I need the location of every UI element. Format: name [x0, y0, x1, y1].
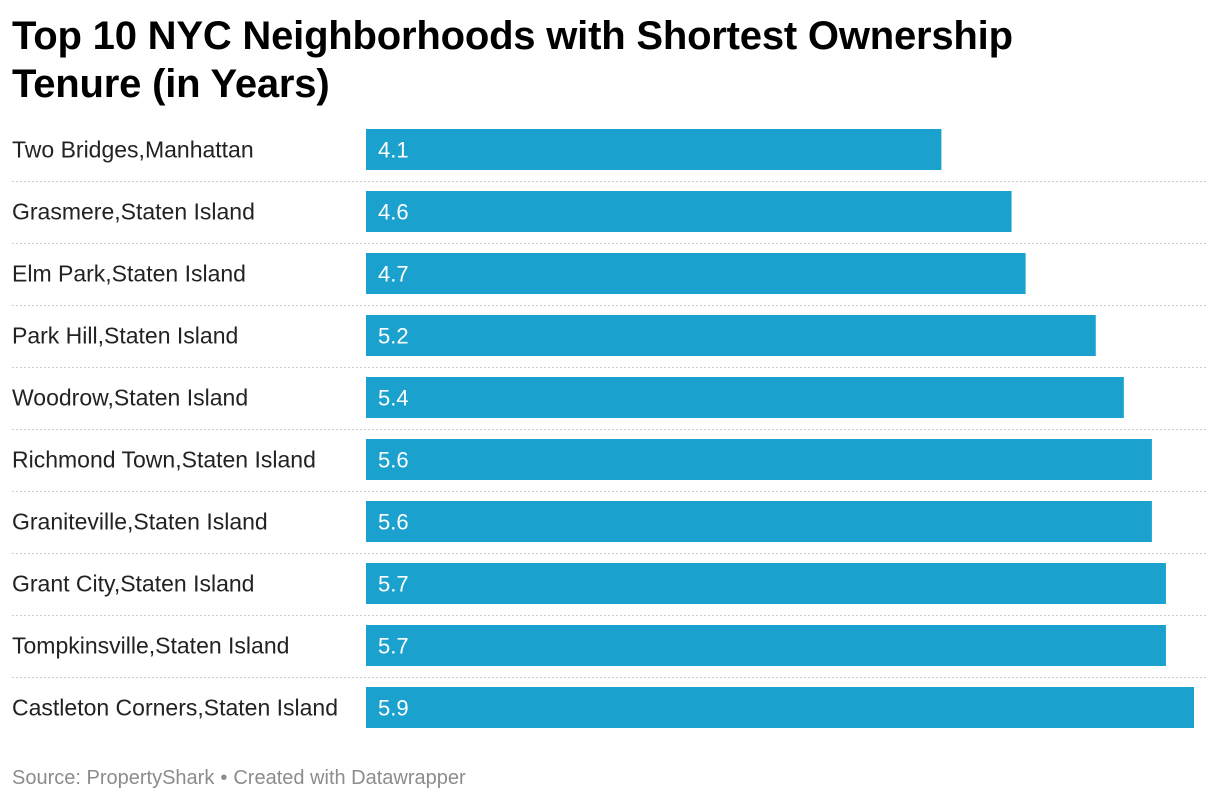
- category-label: Grant City,Staten Island: [12, 571, 254, 597]
- category-label: Grasmere,Staten Island: [12, 199, 255, 225]
- value-label: 5.9: [378, 696, 409, 721]
- value-label: 5.7: [378, 572, 409, 597]
- category-label: Graniteville,Staten Island: [12, 509, 268, 535]
- category-label: Two Bridges,Manhattan: [12, 137, 254, 163]
- value-label: 4.7: [378, 262, 409, 287]
- category-label: Elm Park,Staten Island: [12, 261, 246, 287]
- source-text: Source: PropertyShark: [12, 767, 215, 789]
- bar: [366, 315, 1096, 356]
- value-label: 5.2: [378, 324, 409, 349]
- chart-title: Top 10 NYC Neighborhoods with Shortest O…: [12, 14, 1013, 106]
- bar: [366, 129, 942, 170]
- source-footer: Source: PropertyShark • Created with Dataw…: [12, 767, 466, 790]
- bar: [366, 563, 1166, 604]
- value-label: 5.7: [378, 634, 409, 659]
- bar: [366, 191, 1012, 232]
- category-label: Tompkinsville,Staten Island: [12, 633, 289, 659]
- category-label: Castleton Corners,Staten Island: [12, 695, 338, 721]
- bar: [366, 439, 1152, 480]
- bar: [366, 377, 1124, 418]
- bar: [366, 253, 1026, 294]
- value-label: 4.6: [378, 200, 409, 225]
- value-label: 5.6: [378, 448, 409, 473]
- bar: [366, 687, 1194, 728]
- category-label: Woodrow,Staten Island: [12, 385, 248, 411]
- category-label: Park Hill,Staten Island: [12, 323, 238, 349]
- value-label: 4.1: [378, 138, 409, 163]
- value-label: 5.6: [378, 510, 409, 535]
- bar: [366, 501, 1152, 542]
- footer-separator: •: [220, 767, 228, 789]
- credit-text: Created with Datawrapper: [233, 767, 466, 789]
- value-label: 5.4: [378, 386, 409, 411]
- category-label: Richmond Town,Staten Island: [12, 447, 316, 473]
- bar: [366, 625, 1166, 666]
